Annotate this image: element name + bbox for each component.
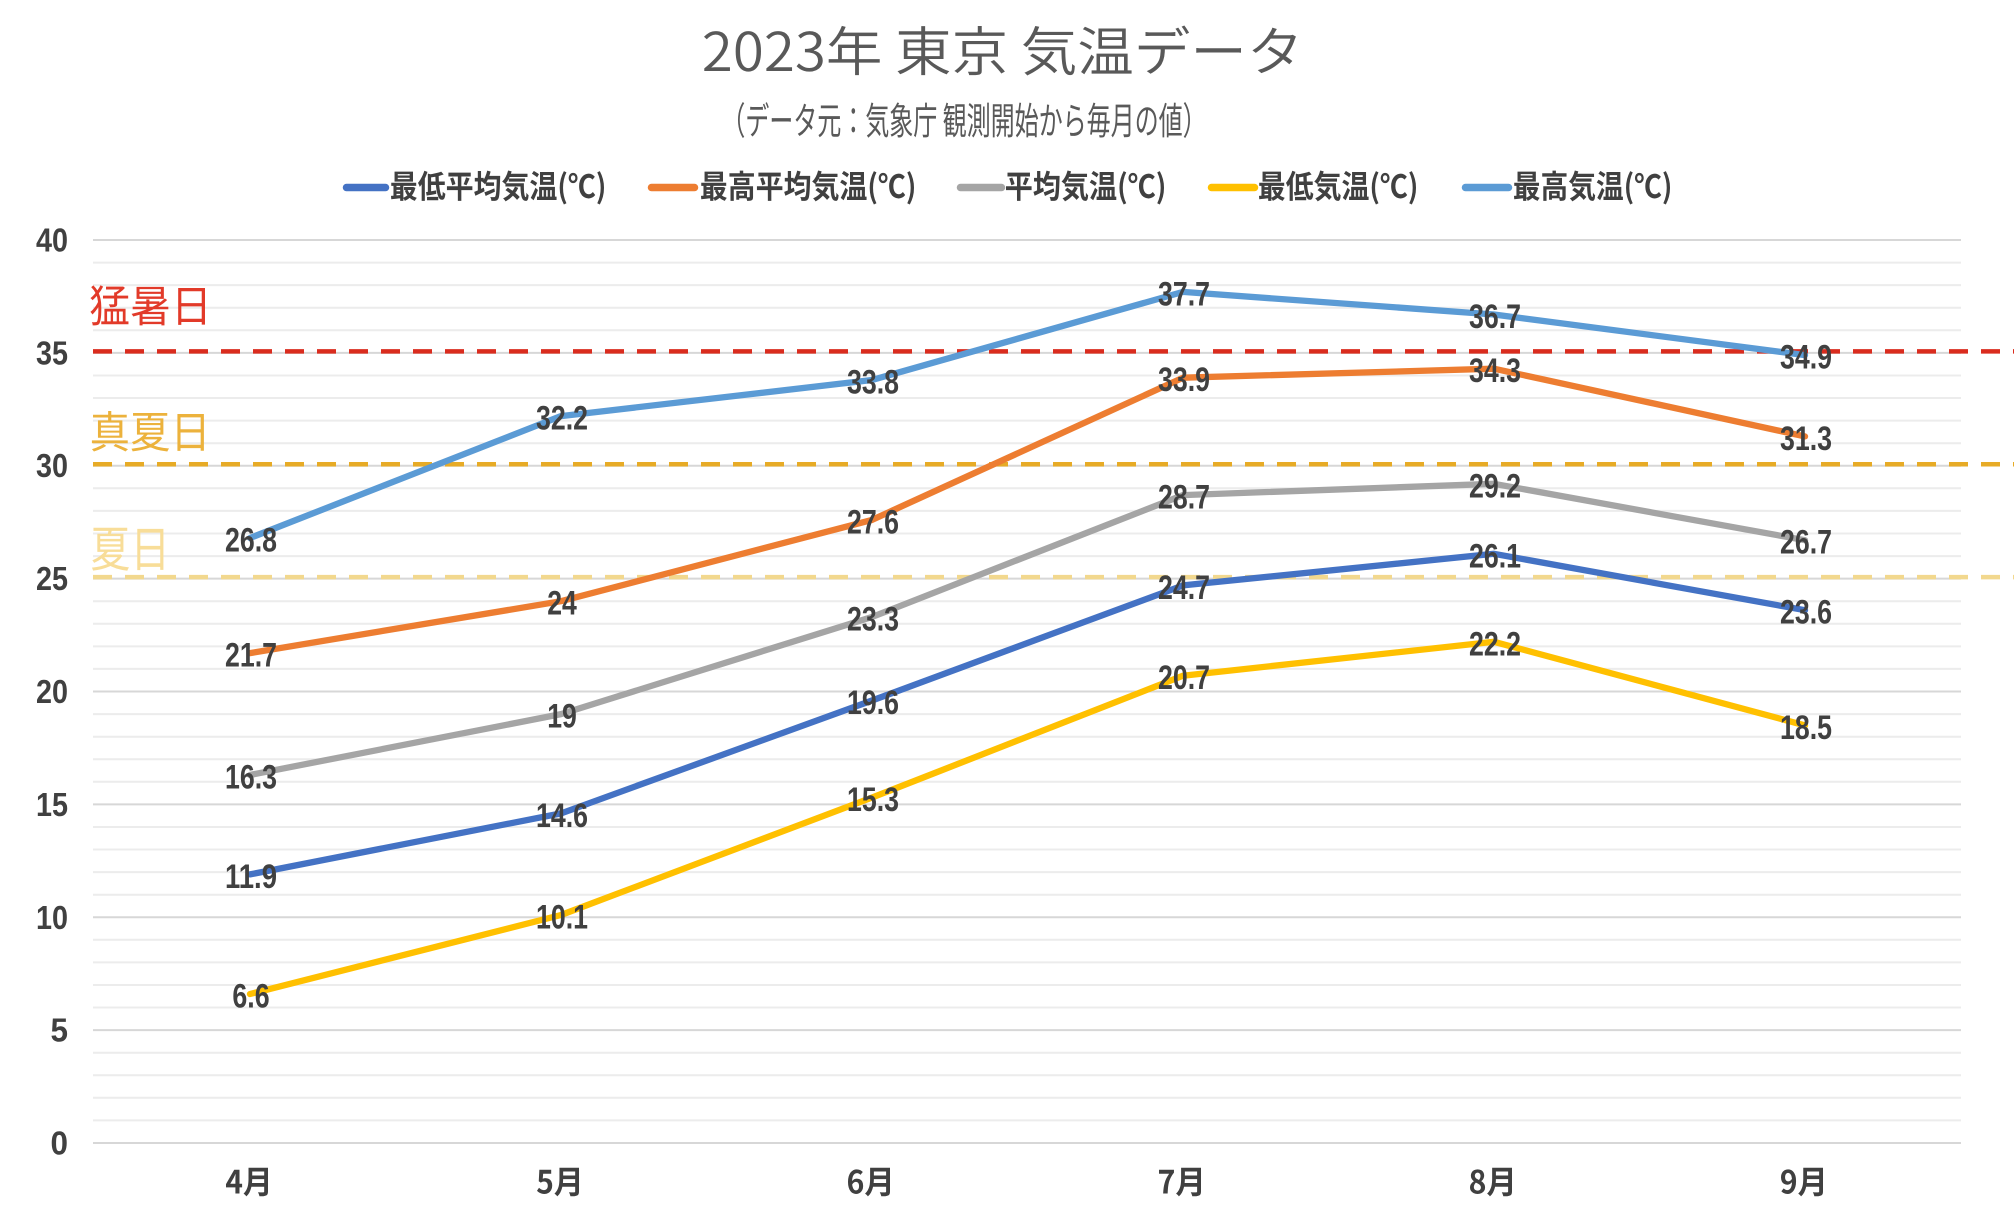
- svg-text:19: 19: [547, 698, 577, 736]
- svg-text:10: 10: [36, 899, 68, 936]
- svg-text:32.2: 32.2: [536, 400, 588, 438]
- svg-text:29.2: 29.2: [1469, 467, 1521, 505]
- svg-text:26.1: 26.1: [1469, 537, 1521, 575]
- svg-text:24.7: 24.7: [1158, 569, 1210, 607]
- svg-text:23.6: 23.6: [1780, 594, 1832, 632]
- svg-text:6.6: 6.6: [232, 978, 269, 1016]
- svg-text:11.9: 11.9: [225, 858, 277, 896]
- svg-text:40: 40: [36, 222, 68, 259]
- svg-text:22.2: 22.2: [1469, 625, 1521, 663]
- svg-text:10.1: 10.1: [536, 899, 588, 937]
- svg-text:34.3: 34.3: [1469, 352, 1521, 390]
- svg-text:35: 35: [36, 334, 68, 371]
- svg-text:20: 20: [36, 673, 68, 710]
- svg-text:26.7: 26.7: [1780, 524, 1832, 562]
- svg-text:31.3: 31.3: [1780, 420, 1832, 458]
- svg-text:27.6: 27.6: [847, 503, 899, 541]
- svg-text:0: 0: [51, 1125, 69, 1162]
- svg-text:37.7: 37.7: [1158, 275, 1210, 313]
- svg-text:16.3: 16.3: [225, 759, 277, 797]
- svg-text:36.7: 36.7: [1469, 298, 1521, 336]
- svg-text:30: 30: [36, 447, 68, 484]
- svg-text:33.9: 33.9: [1158, 361, 1210, 399]
- svg-text:26.8: 26.8: [225, 522, 277, 560]
- svg-text:34.9: 34.9: [1780, 339, 1832, 377]
- svg-text:5: 5: [51, 1012, 69, 1049]
- svg-text:21.7: 21.7: [225, 637, 277, 675]
- svg-text:25: 25: [36, 560, 68, 597]
- svg-text:18.5: 18.5: [1780, 709, 1832, 747]
- svg-text:23.3: 23.3: [847, 601, 899, 639]
- svg-text:20.7: 20.7: [1158, 659, 1210, 697]
- svg-text:33.8: 33.8: [847, 364, 899, 402]
- svg-text:24: 24: [547, 585, 577, 623]
- svg-text:19.6: 19.6: [847, 684, 899, 722]
- svg-text:15.3: 15.3: [847, 781, 899, 819]
- svg-text:28.7: 28.7: [1158, 479, 1210, 517]
- svg-text:15: 15: [36, 786, 68, 823]
- svg-text:14.6: 14.6: [536, 797, 588, 835]
